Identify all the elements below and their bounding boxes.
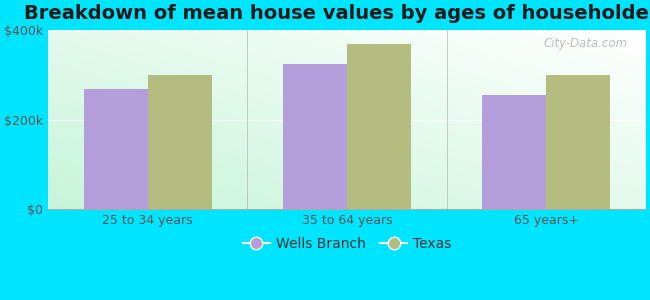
Bar: [347, 44, 411, 209]
Legend: Wells Branch, Texas: Wells Branch, Texas: [237, 231, 457, 256]
Bar: [482, 95, 546, 209]
Title: Breakdown of mean house values by ages of householders: Breakdown of mean house values by ages o…: [24, 4, 650, 23]
Bar: [283, 64, 347, 209]
Bar: [84, 88, 148, 209]
Bar: [148, 75, 211, 209]
Text: City-Data.com: City-Data.com: [544, 38, 628, 50]
Bar: [546, 75, 610, 209]
